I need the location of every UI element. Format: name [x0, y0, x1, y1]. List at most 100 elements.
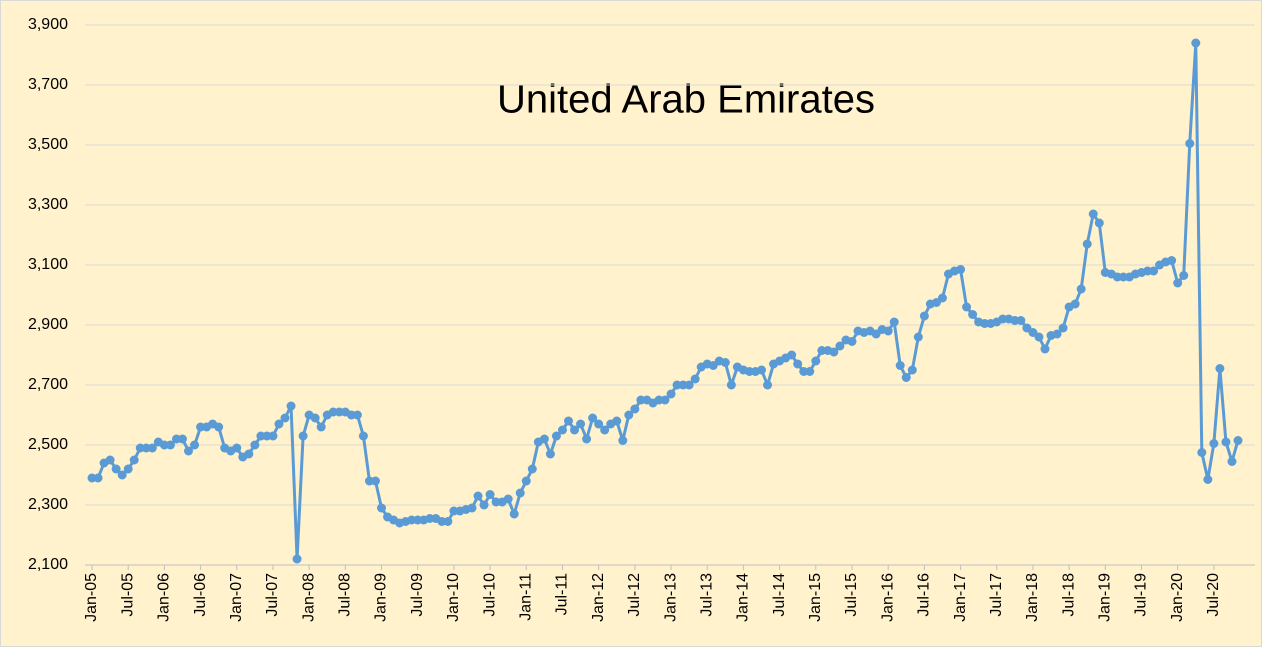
data-point [105, 455, 115, 465]
data-point [129, 455, 139, 465]
data-point [551, 431, 561, 441]
x-tick-label: Jul-16 [916, 573, 933, 617]
data-point [690, 374, 700, 384]
data-point [557, 425, 567, 435]
data-point [588, 413, 598, 423]
data-point [232, 443, 242, 453]
x-tick-label: Jan-10 [445, 573, 462, 622]
data-point [515, 488, 525, 498]
x-tick-label: Jul-11 [554, 573, 571, 615]
data-point [377, 503, 387, 513]
data-point [1209, 439, 1219, 448]
data-point [563, 416, 573, 426]
data-point [352, 410, 362, 420]
data-point [316, 422, 326, 432]
data-point [479, 500, 489, 510]
data-point [123, 464, 133, 474]
y-tick-label: 2,900 [28, 316, 68, 333]
x-tick-label: Jul-19 [1133, 573, 1150, 617]
data-point [582, 434, 592, 444]
data-point [485, 490, 495, 499]
data-point [467, 503, 477, 513]
data-point [1191, 38, 1201, 48]
data-point [1076, 284, 1086, 294]
data-point [111, 464, 121, 474]
data-point [913, 332, 923, 342]
data-point [956, 265, 966, 274]
data-point [1203, 475, 1213, 484]
x-tick-label: Jul-12 [626, 573, 643, 617]
chart-title: United Arab Emirates [497, 78, 875, 122]
data-point [1233, 436, 1243, 445]
x-tick-label: Jan-15 [807, 573, 824, 622]
data-point [1040, 344, 1050, 354]
x-tick-label: Jan-13 [662, 573, 679, 622]
y-tick-label: 3,700 [28, 76, 68, 93]
data-point [1227, 457, 1237, 466]
x-tick-label: Jan-09 [373, 573, 390, 622]
x-tick-label: Jan-05 [83, 573, 100, 622]
y-tick-label: 2,700 [28, 376, 68, 393]
x-tick-label: Jan-08 [300, 573, 317, 622]
x-tick-label: Jul-06 [192, 573, 209, 617]
x-tick-label: Jan-19 [1097, 573, 1114, 622]
data-point [805, 367, 815, 376]
data-point [612, 416, 622, 426]
data-point [895, 361, 905, 370]
data-point [1179, 271, 1189, 280]
data-point [286, 401, 296, 411]
data-point [147, 443, 157, 453]
x-tick-label: Jul-18 [1060, 573, 1077, 617]
data-point [244, 449, 254, 459]
data-point [370, 476, 380, 486]
data-point [1082, 239, 1092, 249]
data-point [93, 473, 103, 483]
x-tick-label: Jul-20 [1205, 573, 1222, 617]
data-point [1058, 323, 1068, 333]
data-point [1167, 256, 1177, 265]
data-point [829, 347, 839, 357]
data-point [1016, 316, 1026, 325]
data-point [889, 317, 899, 327]
data-point [883, 326, 893, 336]
y-tick-label: 3,500 [28, 136, 68, 153]
y-tick-label: 2,100 [28, 556, 68, 573]
data-point [177, 434, 187, 444]
data-point [962, 302, 972, 312]
x-tick-label: Jul-17 [988, 573, 1005, 617]
data-point [521, 476, 531, 486]
data-point [726, 380, 736, 390]
data-point [630, 404, 640, 414]
data-point [473, 491, 483, 501]
data-point [576, 419, 586, 429]
data-point [624, 410, 634, 420]
data-point [274, 419, 284, 429]
data-point [280, 413, 290, 423]
data-point [539, 434, 549, 444]
y-tick-label: 2,300 [28, 496, 68, 513]
data-point [660, 395, 670, 405]
data-point [600, 425, 610, 435]
data-point [292, 554, 302, 564]
data-point [901, 373, 911, 382]
data-point [787, 350, 797, 360]
y-tick-label: 3,900 [28, 16, 68, 33]
x-tick-label: Jul-15 [843, 573, 860, 617]
data-point [757, 365, 767, 375]
data-point [190, 440, 200, 450]
data-point [1094, 218, 1104, 228]
data-point [1185, 139, 1195, 148]
x-tick-label: Jul-13 [698, 573, 715, 617]
data-point [1197, 448, 1207, 457]
data-point [793, 359, 803, 369]
data-point [594, 419, 604, 429]
data-point [184, 446, 194, 456]
data-point [527, 464, 537, 474]
y-tick-label: 2,500 [28, 436, 68, 453]
x-tick-label: Jan-17 [952, 573, 969, 622]
x-tick-label: Jan-16 [879, 573, 896, 622]
x-tick-label: Jul-14 [771, 573, 788, 617]
data-point [310, 413, 320, 423]
data-point [117, 470, 127, 480]
